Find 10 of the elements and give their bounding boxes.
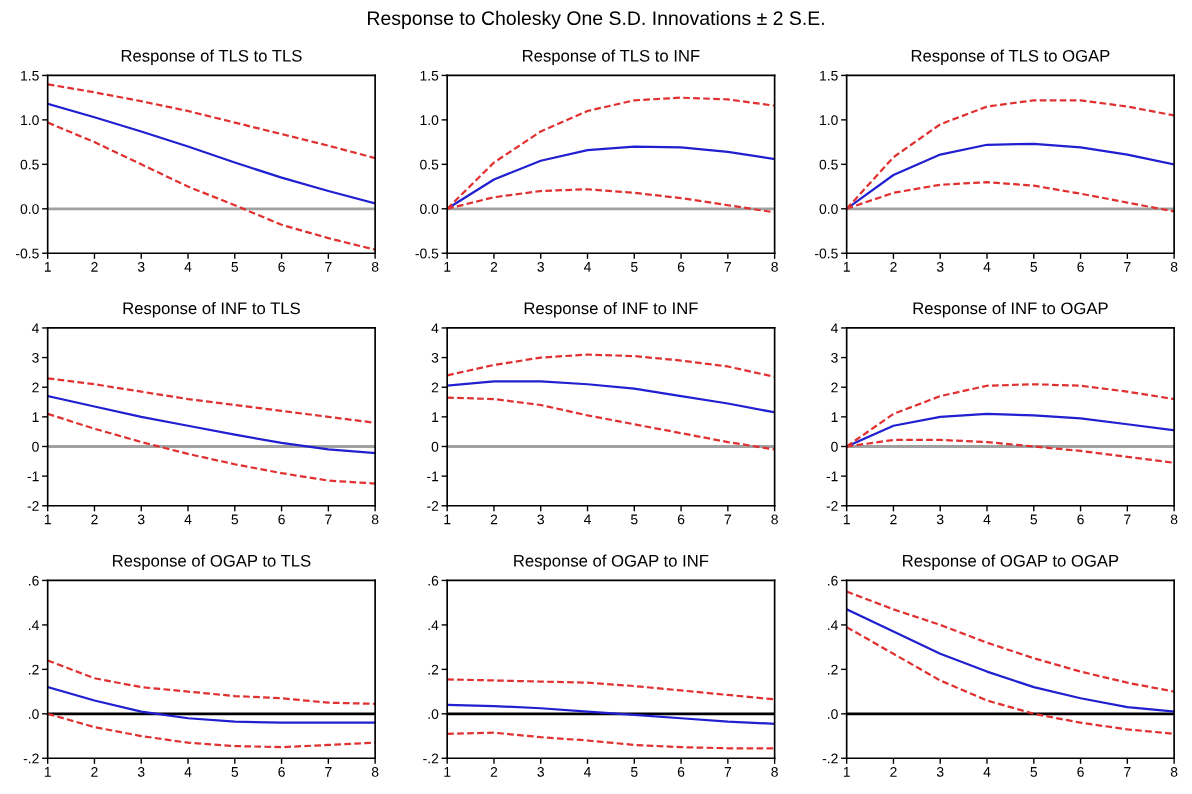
chart-title: Response of OGAP to OGAP: [903, 554, 1119, 571]
chart-title: Response of INF to INF: [524, 301, 698, 318]
chart-title: Response of TLS to OGAP: [911, 49, 1110, 65]
text: Response to Cholesky One S.D. Innovations ± 2 S.E.: [368, 10, 824, 29]
chart-title: Response of INF to OGAP: [913, 301, 1108, 318]
chart-title: Response of OGAP to INF: [514, 554, 709, 571]
chart-title: Response of TLS to TLS: [121, 49, 302, 65]
chart-title: Response of INF to TLS: [123, 301, 300, 318]
chart-title: Response of OGAP to TLS: [113, 554, 311, 571]
chart-title: Response of TLS to INF: [523, 49, 700, 65]
